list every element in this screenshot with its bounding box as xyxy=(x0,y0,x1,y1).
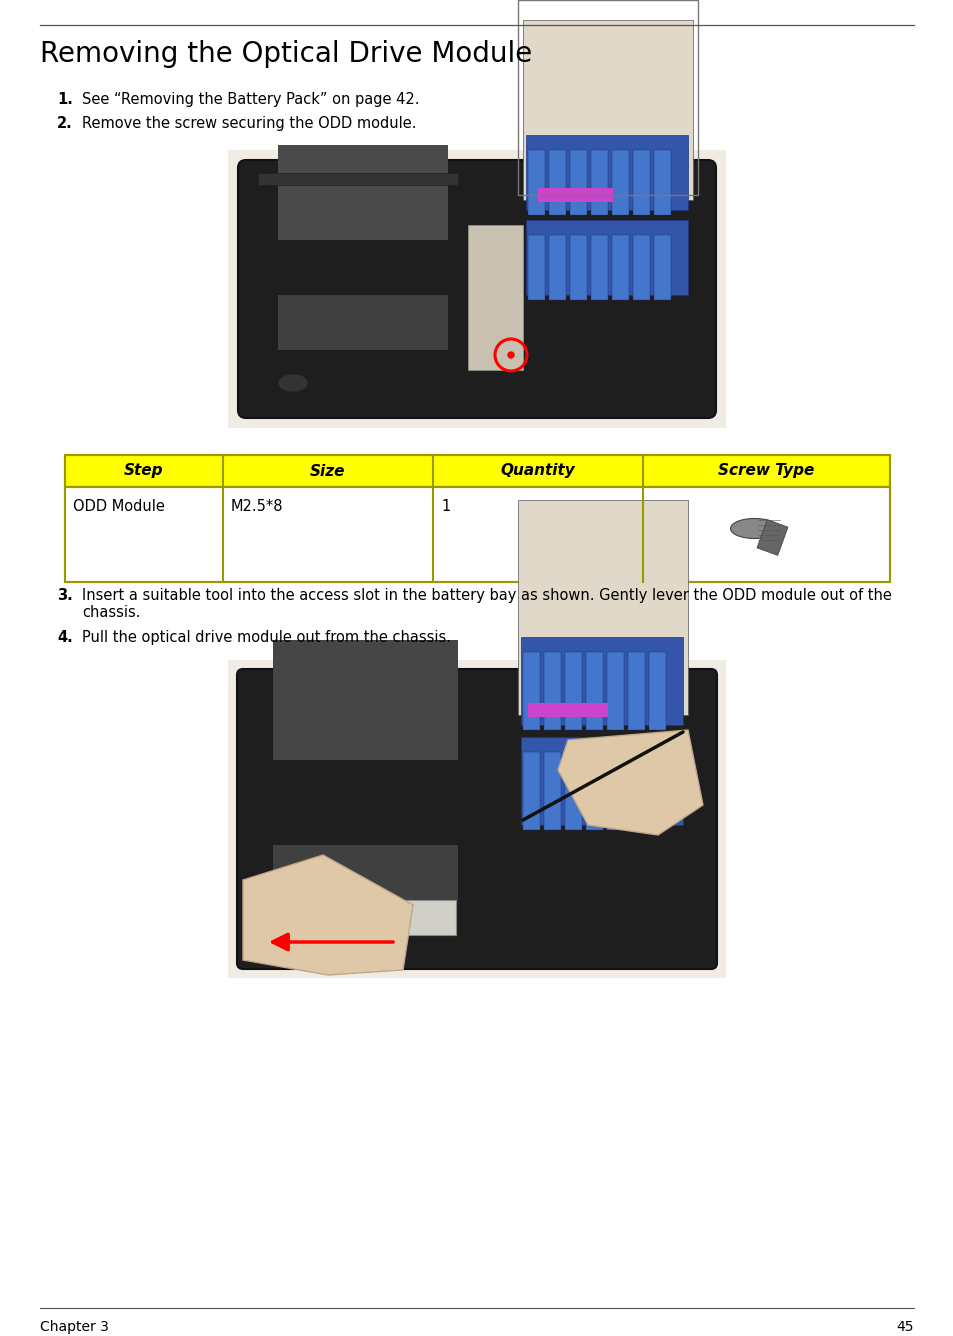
Bar xyxy=(606,652,623,729)
Bar xyxy=(612,150,628,215)
Text: 4.: 4. xyxy=(57,631,72,645)
Bar xyxy=(527,150,544,215)
Bar xyxy=(525,220,687,295)
Bar xyxy=(520,737,682,826)
Bar xyxy=(255,900,456,935)
Bar xyxy=(569,150,586,215)
Text: 3.: 3. xyxy=(57,588,72,603)
FancyBboxPatch shape xyxy=(237,160,716,418)
Bar xyxy=(757,520,787,556)
Bar xyxy=(537,188,613,202)
Text: Insert a suitable tool into the access slot in the battery bay as shown. Gently : Insert a suitable tool into the access s… xyxy=(82,588,891,603)
Text: Pull the optical drive module out from the chassis.: Pull the optical drive module out from t… xyxy=(82,631,451,645)
Text: Quantity: Quantity xyxy=(500,464,575,478)
Bar xyxy=(612,235,628,301)
Bar xyxy=(228,660,725,978)
Bar xyxy=(273,640,457,760)
Polygon shape xyxy=(243,855,413,975)
Bar xyxy=(585,752,602,830)
Bar xyxy=(522,752,539,830)
Bar xyxy=(548,235,565,301)
Bar xyxy=(273,844,457,900)
Text: M2.5*8: M2.5*8 xyxy=(231,500,283,514)
Bar xyxy=(648,752,665,830)
Bar xyxy=(548,150,565,215)
Text: 2.: 2. xyxy=(57,116,72,131)
Bar xyxy=(228,150,725,428)
FancyBboxPatch shape xyxy=(236,669,717,969)
Bar xyxy=(606,752,623,830)
Bar xyxy=(517,0,698,195)
Bar xyxy=(543,652,560,729)
Bar xyxy=(633,150,649,215)
Bar xyxy=(564,752,581,830)
Bar xyxy=(277,295,448,350)
Text: See “Removing the Battery Pack” on page 42.: See “Removing the Battery Pack” on page … xyxy=(82,92,419,107)
Text: 1.: 1. xyxy=(57,92,72,107)
Bar xyxy=(654,235,670,301)
Bar xyxy=(65,488,889,582)
Text: Removing the Optical Drive Module: Removing the Optical Drive Module xyxy=(40,40,532,68)
Bar xyxy=(522,20,692,200)
Bar xyxy=(590,150,607,215)
Bar xyxy=(65,456,889,488)
Text: ODD Module: ODD Module xyxy=(73,500,165,514)
Bar xyxy=(654,150,670,215)
Bar xyxy=(543,752,560,830)
Bar xyxy=(277,146,448,240)
Bar xyxy=(525,135,687,210)
Circle shape xyxy=(507,351,514,358)
Bar xyxy=(65,456,889,582)
Bar xyxy=(520,637,682,725)
Text: Size: Size xyxy=(310,464,345,478)
Bar xyxy=(590,235,607,301)
Bar xyxy=(627,652,644,729)
Bar xyxy=(585,652,602,729)
Text: Chapter 3: Chapter 3 xyxy=(40,1320,109,1335)
Bar xyxy=(527,703,607,717)
Polygon shape xyxy=(558,729,702,835)
Text: Step: Step xyxy=(124,464,164,478)
Text: 45: 45 xyxy=(896,1320,913,1335)
Text: 1: 1 xyxy=(440,500,450,514)
Bar xyxy=(569,235,586,301)
Bar xyxy=(257,172,457,184)
Ellipse shape xyxy=(730,518,778,538)
Text: chassis.: chassis. xyxy=(82,605,140,620)
Bar xyxy=(468,224,522,370)
Text: Remove the screw securing the ODD module.: Remove the screw securing the ODD module… xyxy=(82,116,416,131)
Ellipse shape xyxy=(277,374,308,391)
Bar xyxy=(648,652,665,729)
Bar xyxy=(564,652,581,729)
Bar xyxy=(627,752,644,830)
Bar xyxy=(517,500,687,715)
Bar xyxy=(633,235,649,301)
Bar xyxy=(522,652,539,729)
Text: Screw Type: Screw Type xyxy=(718,464,814,478)
Bar xyxy=(527,235,544,301)
